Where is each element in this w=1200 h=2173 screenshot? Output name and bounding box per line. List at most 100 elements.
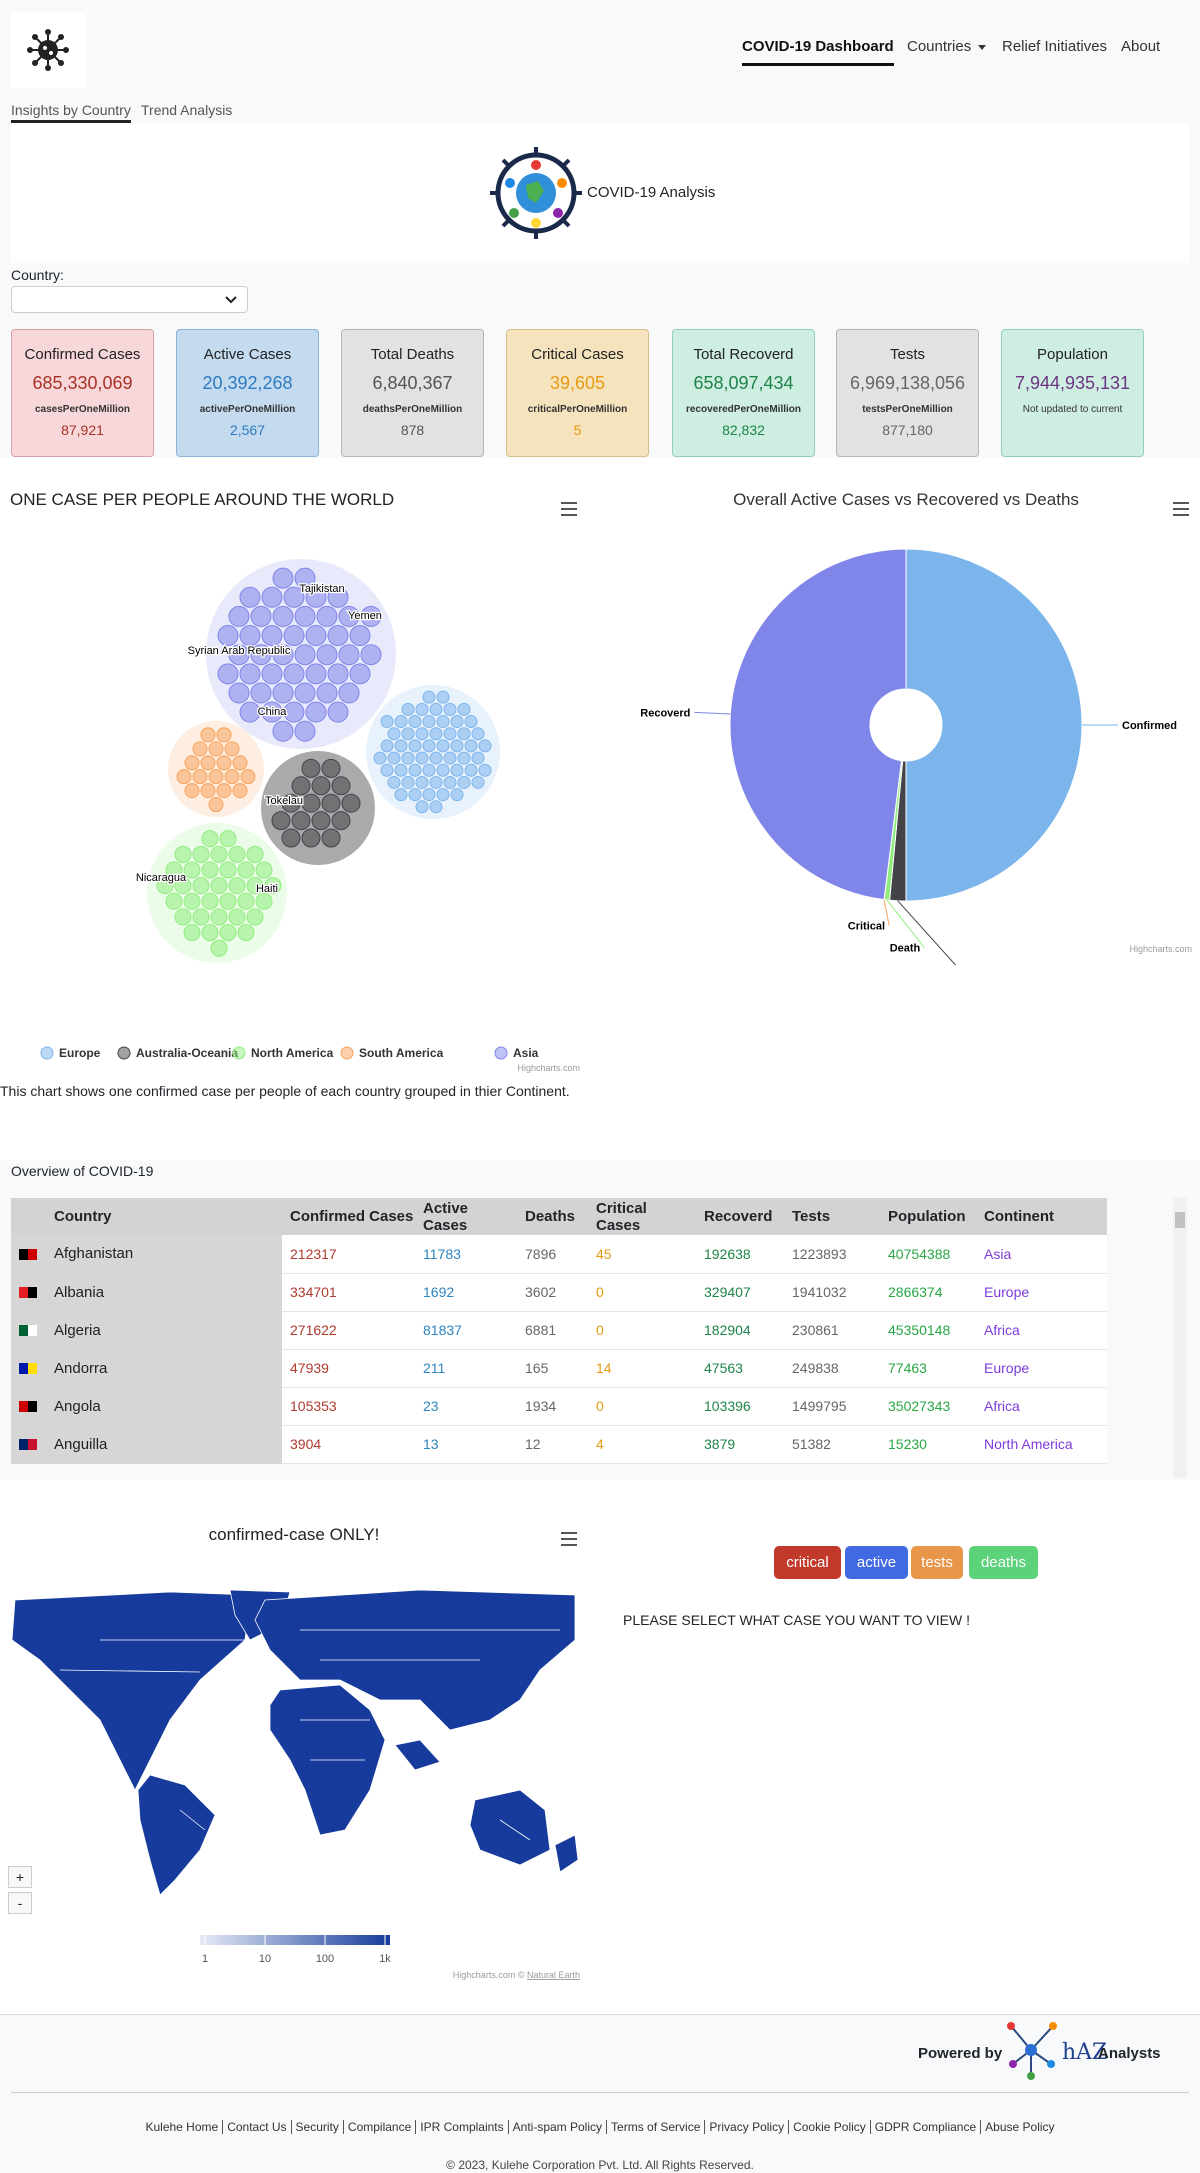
country-bubble: [401, 775, 415, 789]
data-cell: 11783: [415, 1235, 517, 1274]
country-bubble: [174, 845, 192, 863]
menu-icon[interactable]: [561, 1532, 577, 1546]
country-bubble: [156, 877, 174, 895]
country-bubble: [192, 741, 208, 757]
tab[interactable]: Insights by Country: [11, 102, 131, 123]
country-bubble: [208, 797, 224, 813]
footer-link[interactable]: Compilance: [342, 2120, 416, 2134]
legend-symbol: [340, 1046, 354, 1060]
pie-chart: Overall Active Cases vs Recovered vs Dea…: [640, 490, 1192, 965]
card-value: 39,605: [549, 373, 606, 393]
country-bubble: [415, 727, 429, 741]
chart-title: ONE CASE PER PEOPLE AROUND THE WORLD: [10, 490, 394, 509]
card-sub-label: testsPerOneMillion: [862, 404, 953, 415]
footer-link[interactable]: Kulehe Home: [145, 2120, 219, 2134]
country-bubble: [415, 775, 429, 789]
country-bubble: [291, 811, 311, 831]
logo-icon: [27, 29, 69, 71]
footer-link[interactable]: Cookie Policy: [788, 2120, 870, 2134]
footer-link[interactable]: IPR Complaints: [415, 2120, 508, 2134]
card-sub-label: casesPerOneMillion: [34, 404, 131, 415]
country-bubble: [338, 644, 360, 666]
country-bubble: [165, 892, 183, 910]
header-row: Country Confirmed Cases Active Cases Deaths…: [11, 1198, 1107, 1235]
country-bubble: [429, 775, 443, 789]
country-bubble: [246, 908, 264, 926]
header-cell: Recoverd: [696, 1198, 784, 1235]
country-bubble: [331, 811, 351, 831]
bubble-group: [168, 721, 264, 817]
country-bubble: [283, 701, 305, 723]
card-title: Active Cases: [203, 346, 292, 363]
flag: [19, 1439, 37, 1451]
zoom-out[interactable]: -: [8, 1892, 32, 1914]
credit-link[interactable]: Natural Earth: [527, 1970, 580, 1980]
country-bubble: [394, 739, 408, 753]
case-button[interactable]: critical: [774, 1546, 841, 1579]
footer-link[interactable]: Abuse Policy: [980, 2120, 1059, 2134]
footer-link[interactable]: Anti-spam Policy: [507, 2120, 607, 2134]
footer-link[interactable]: Security: [290, 2120, 343, 2134]
data-cell: 47563: [696, 1349, 784, 1388]
country-bubble: [422, 715, 436, 729]
card-title: Tests: [889, 346, 925, 363]
country-bubble: [457, 751, 471, 765]
country-bubble: [183, 892, 201, 910]
case-button[interactable]: tests: [911, 1546, 963, 1579]
country-bubble: [301, 828, 321, 848]
nav-dropdown[interactable]: Countries: [907, 38, 987, 55]
legend-symbol: [232, 1046, 246, 1060]
data-cell: 47939: [282, 1349, 415, 1388]
filter-label: Country:: [11, 267, 64, 283]
data-cell: 1934: [517, 1387, 588, 1426]
footer-link[interactable]: GDPR Compliance: [869, 2120, 981, 2134]
country-bubble: [349, 663, 371, 685]
country-bubble: [327, 586, 349, 608]
header-cell: Active Cases: [415, 1198, 517, 1235]
country-bubble: [239, 663, 261, 685]
menu-icon[interactable]: [561, 502, 577, 516]
country-cell: Angola: [46, 1387, 282, 1426]
nav-link[interactable]: Relief Initiatives: [1002, 38, 1108, 55]
country-bubble: [338, 605, 360, 627]
country-bubble: [165, 861, 183, 879]
country-bubble: [272, 605, 294, 627]
bubble-label: Syrian Arab Republic: [188, 645, 291, 657]
country-bubble: [457, 775, 471, 789]
country-bubble: [228, 682, 250, 704]
bubble-label: Yemen: [348, 610, 382, 622]
country-bubble: [246, 845, 264, 863]
tab[interactable]: Trend Analysis: [141, 102, 233, 118]
overview-table: Country Confirmed Cases Active Cases Deaths…: [11, 1198, 1107, 1464]
site-logo[interactable]: [11, 13, 86, 88]
card-value: 7,944,935,131: [1014, 373, 1131, 393]
country-bubble: [224, 741, 240, 757]
country-bubble: [174, 908, 192, 926]
country-select[interactable]: [11, 286, 248, 313]
flag-cell: [11, 1349, 46, 1388]
nav-link[interactable]: About: [1121, 38, 1161, 55]
country-bubble: [261, 586, 283, 608]
case-button[interactable]: active: [845, 1546, 908, 1579]
country-bubble: [415, 751, 429, 765]
country-bubble: [321, 828, 341, 848]
footer-link[interactable]: Contact Us: [222, 2120, 291, 2134]
table-body: Afghanistan 212317 11783 7896 45 192638 122389…: [11, 1235, 1107, 1464]
case-button[interactable]: deaths: [969, 1546, 1038, 1579]
country-bubble: [422, 739, 436, 753]
bubble-label: Tajikistan: [299, 583, 344, 595]
pie-label: Confirmed: [1122, 720, 1177, 732]
country-bubble: [429, 702, 443, 716]
footer-link[interactable]: Terms of Service: [606, 2120, 705, 2134]
scrollbar[interactable]: [1173, 1198, 1187, 1478]
scroll-thumb[interactable]: [1175, 1212, 1185, 1228]
legend-symbol: [117, 1046, 131, 1060]
country-bubble: [294, 682, 316, 704]
country-bubble: [305, 586, 327, 608]
menu-icon[interactable]: [1173, 502, 1189, 516]
country-bubble: [471, 751, 485, 765]
country-bubble: [408, 739, 422, 753]
nav-link[interactable]: COVID-19 Dashboard: [742, 38, 894, 66]
footer-link[interactable]: Privacy Policy: [704, 2120, 789, 2134]
zoom-in[interactable]: +: [8, 1866, 32, 1888]
